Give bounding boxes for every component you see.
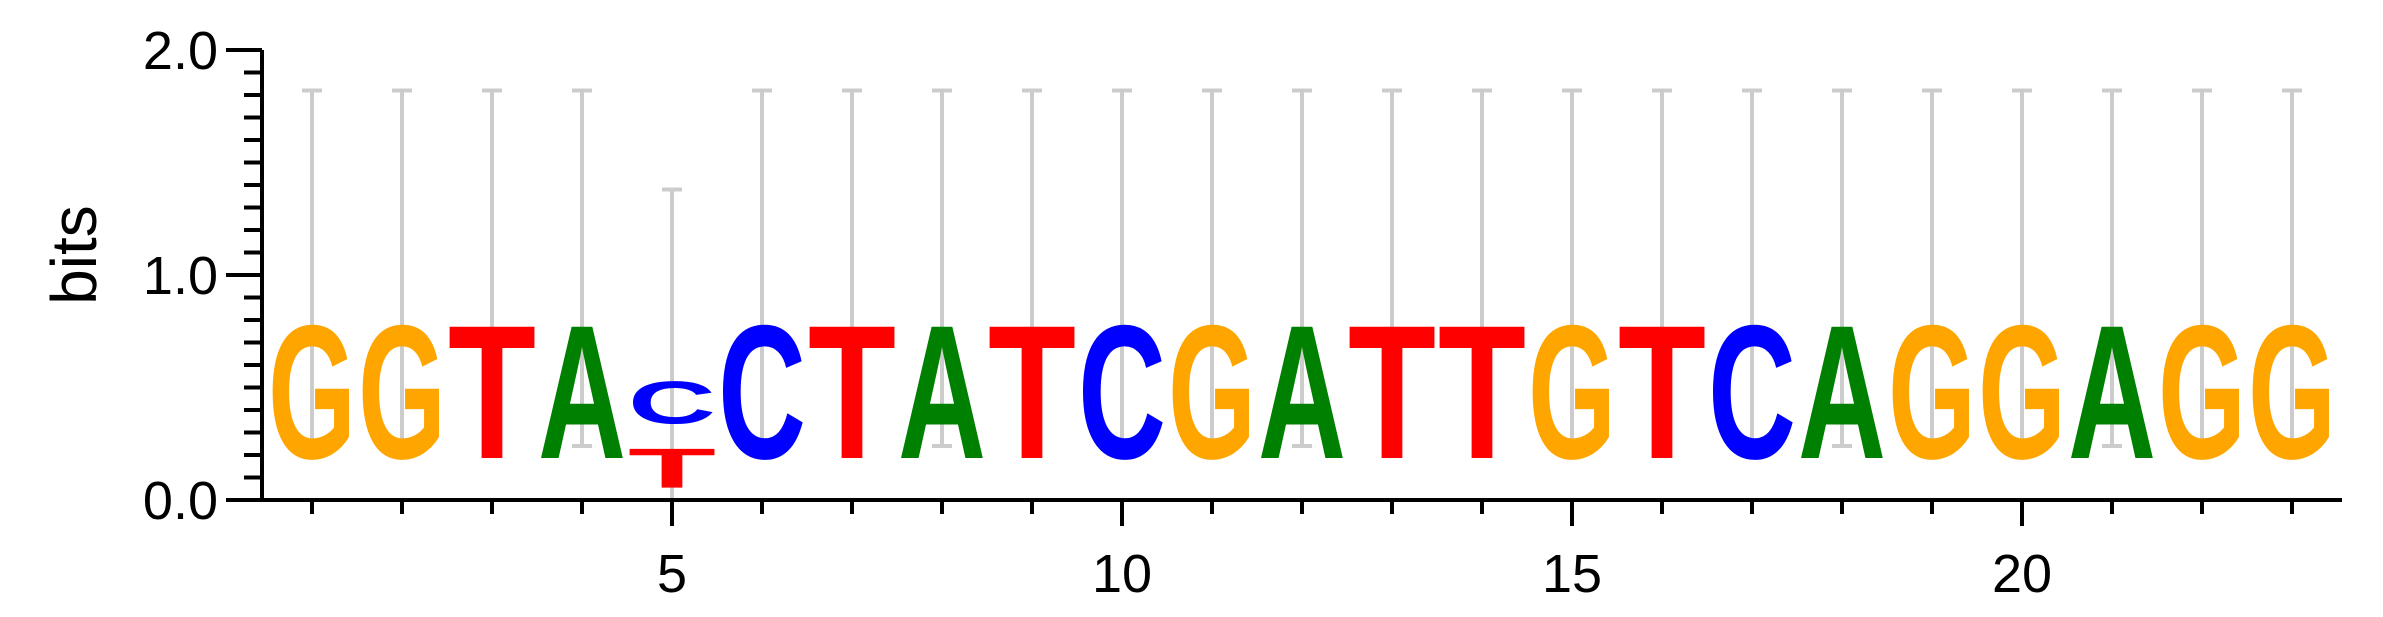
logo-letter-c: C (1078, 285, 1166, 498)
error-bar (752, 88, 772, 448)
logo-letter-a: A (1258, 285, 1346, 498)
error-bar (1292, 88, 1312, 448)
error-bar (1472, 88, 1492, 448)
y-tick-label: 1.0 (143, 246, 218, 306)
error-bar (1202, 88, 1222, 448)
error-bar (482, 88, 502, 448)
error-bar (932, 88, 952, 448)
logo-letter-g: G (1888, 286, 1976, 499)
x-tick-label: 20 (1992, 544, 2052, 604)
x-tick-label: 5 (657, 544, 687, 604)
error-bar (1562, 88, 1582, 448)
x-tick-label: 10 (1092, 544, 1152, 604)
logo-letter-a: A (538, 285, 626, 498)
logo-letter-g: G (268, 286, 356, 499)
logo-letter-c: C (718, 285, 806, 498)
y-axis-label: bits (38, 205, 110, 305)
logo-letter-g: G (2158, 286, 2246, 499)
logo-letter-t: T (1348, 285, 1436, 498)
logo-letter-t: T (1618, 285, 1706, 498)
logo-letter-t: T (808, 285, 896, 498)
error-bar (392, 88, 412, 448)
error-bar (1832, 88, 1852, 448)
logo-letter-t: T (628, 437, 716, 500)
logo-letter-a: A (1798, 285, 1886, 498)
error-bar (302, 88, 322, 448)
logo-letters: G G T A TC C T A T C G A T T G T C A G G A G G (268, 285, 2336, 500)
x-axis: 5 10 15 20 (262, 498, 2342, 604)
error-bar (2192, 88, 2212, 448)
x-tick-label: 15 (1542, 544, 1602, 604)
error-bar (1922, 88, 1942, 448)
logo-letter-g: G (1528, 286, 1616, 499)
error-bar (572, 88, 592, 448)
logo-letter-c: C (1708, 285, 1796, 498)
error-bar (1742, 88, 1762, 448)
logo-letter-g: G (2248, 286, 2336, 499)
y-tick-label: 2.0 (143, 21, 218, 81)
logo-letter-t: T (1438, 285, 1526, 498)
error-bars (302, 88, 2302, 500)
logo-letter-t: T (448, 285, 536, 498)
y-axis: 0.0 1.0 2.0 (143, 21, 264, 531)
error-bar (662, 187, 682, 500)
error-bar (1112, 88, 1132, 448)
logo-letter-g: G (1978, 286, 2066, 499)
logo-letter-a: A (898, 285, 986, 498)
error-bar (842, 88, 862, 448)
error-bar (1382, 88, 1402, 448)
error-bar (2282, 88, 2302, 448)
logo-letter-t: T (988, 285, 1076, 498)
error-bar (1652, 88, 1672, 448)
y-tick-label: 0.0 (143, 471, 218, 531)
logo-letter-g: G (358, 286, 446, 499)
error-bar (2102, 88, 2122, 448)
logo-letter-a: A (2068, 285, 2156, 498)
error-bar (2012, 88, 2032, 448)
logo-letter-c: C (628, 370, 716, 437)
error-bar (1022, 88, 1042, 448)
logo-letter-g: G (1168, 286, 1256, 499)
